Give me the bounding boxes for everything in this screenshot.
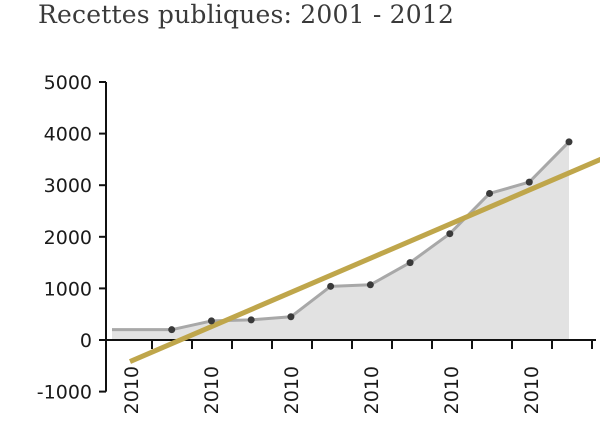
data-point [366,281,374,289]
data-point [525,178,533,186]
y-tick-label: 4000 [44,124,92,146]
y-tick-labels: -1000 0 1000 2000 3000 4000 5000 [37,72,92,404]
y-tick-label: 0 [80,330,92,352]
area-layer [112,141,569,340]
data-point [207,317,215,325]
trend-line [129,156,600,364]
x-tick-label: 2010 [121,366,143,414]
x-tick-labels: 2010 2010 2010 2010 2010 2010 [121,366,543,414]
y-tick-label: -1000 [37,382,92,404]
trendline-layer [129,156,600,364]
data-point [486,189,494,197]
y-tick-label: 5000 [44,72,92,94]
x-tick-label: 2010 [521,366,543,414]
y-tick-label: 1000 [44,278,92,300]
area-fill [112,141,569,340]
data-point [565,138,573,146]
x-tick-label: 2010 [441,366,463,414]
data-point [327,282,335,290]
y-tick-label: 3000 [44,175,92,197]
data-point [287,313,295,321]
y-tick-label: 2000 [44,227,92,249]
chart-title: Recettes publiques: 2001 - 2012 [38,0,455,29]
points-layer [168,138,573,334]
data-point [406,259,414,267]
data-point [168,326,176,334]
data-point [247,316,255,324]
x-tick-label: 2010 [201,366,223,414]
axes [99,81,596,393]
x-tick-label: 2010 [281,366,303,414]
data-point [446,230,454,238]
x-tick-label: 2010 [361,366,383,414]
